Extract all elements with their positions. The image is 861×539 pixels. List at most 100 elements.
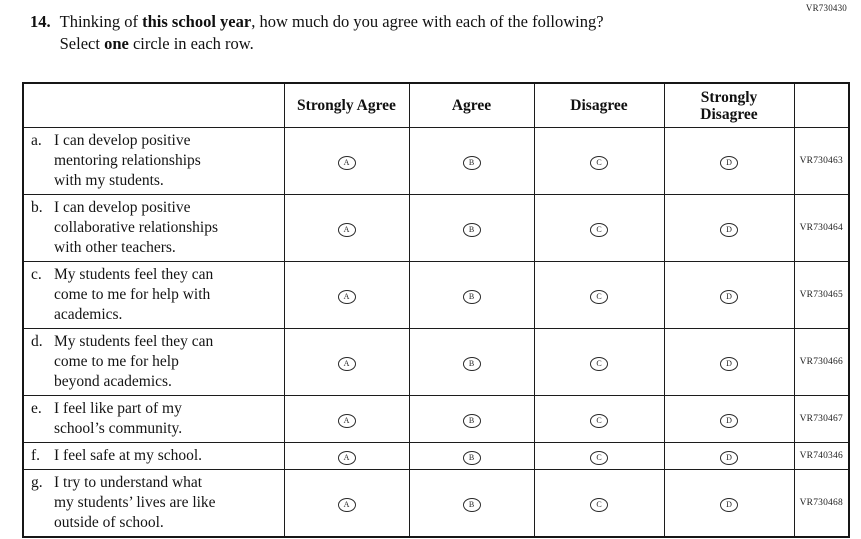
option-bubble-strongly-agree[interactable]: A: [337, 357, 356, 371]
header-row: Strongly Agree Agree Disagree Strongly D…: [22, 82, 850, 128]
header-strongly-disagree: Strongly Disagree: [663, 82, 795, 128]
option-cell-strongly-agree: A: [283, 328, 410, 396]
stem-text: Thinking of: [59, 12, 143, 31]
option-cell-agree: B: [408, 127, 535, 195]
header-strongly-agree: Strongly Agree: [283, 82, 410, 128]
stem-line-2: Select one circle in each row.: [60, 33, 604, 55]
option-bubble-agree[interactable]: B: [462, 451, 481, 465]
row-letter: g.: [31, 474, 43, 491]
matrix-body: a. I can develop positive mentoring relat…: [22, 127, 850, 538]
option-bubble-agree[interactable]: B: [462, 414, 481, 428]
stem-text-bold: this school year: [142, 12, 252, 31]
option-cell-strongly-disagree: D: [663, 328, 795, 396]
header-disagree: Disagree: [533, 82, 665, 128]
option-bubble-strongly-agree[interactable]: A: [337, 414, 356, 428]
option-bubble-disagree[interactable]: C: [590, 414, 608, 428]
option-bubble-strongly-agree[interactable]: A: [337, 156, 356, 170]
row-letter: e.: [31, 400, 42, 417]
option-cell-agree: B: [408, 328, 535, 396]
option-cell-disagree: C: [533, 194, 665, 262]
table-row: g. I try to understand what my students’ …: [22, 469, 850, 538]
option-cell-agree: B: [408, 261, 535, 329]
option-bubble-disagree[interactable]: C: [590, 498, 608, 512]
question-stem: Thinking of this school year, how much d…: [60, 11, 604, 54]
option-bubble-strongly-disagree[interactable]: D: [720, 414, 738, 428]
option-cell-strongly-disagree: D: [663, 442, 795, 470]
header-agree: Agree: [408, 82, 535, 128]
option-cell-disagree: C: [533, 261, 665, 329]
option-bubble-disagree[interactable]: C: [590, 156, 608, 170]
option-bubble-strongly-agree[interactable]: A: [337, 223, 356, 237]
row-letter: a.: [31, 132, 42, 149]
statement-cell: a. I can develop positive mentoring relat…: [22, 127, 285, 195]
option-cell-agree: B: [408, 442, 535, 470]
agreement-matrix: Strongly Agree Agree Disagree Strongly D…: [22, 82, 850, 538]
table-row: d. My students feel they can come to me f…: [22, 328, 850, 396]
row-code: VR730465: [793, 261, 850, 329]
option-bubble-disagree[interactable]: C: [590, 451, 608, 465]
row-code: VR730463: [793, 127, 850, 195]
option-bubble-disagree[interactable]: C: [590, 290, 608, 304]
option-cell-disagree: C: [533, 328, 665, 396]
row-code: VR740346: [793, 442, 850, 470]
row-letter: b.: [31, 199, 43, 216]
table-row: e. I feel like part of my school’s commun…: [22, 395, 850, 443]
statement-cell: e. I feel like part of my school’s commun…: [22, 395, 285, 443]
stem-text: , how much do you agree with each of the…: [251, 12, 604, 31]
option-cell-disagree: C: [533, 442, 665, 470]
option-cell-agree: B: [408, 469, 535, 538]
row-code: VR730464: [793, 194, 850, 262]
row-letter: d.: [31, 333, 43, 350]
option-cell-strongly-agree: A: [283, 127, 410, 195]
statement-cell: g. I try to understand what my students’ …: [22, 469, 285, 538]
question-number: 14.: [30, 12, 51, 31]
statement-cell: c. My students feel they can come to me f…: [22, 261, 285, 329]
option-bubble-disagree[interactable]: C: [590, 357, 608, 371]
table-row: f. I feel safe at my school. A B C D VR740346: [22, 442, 850, 470]
option-bubble-strongly-disagree[interactable]: D: [720, 451, 738, 465]
statement-text: I can develop positive mentoring relatio…: [54, 132, 201, 189]
option-bubble-agree[interactable]: B: [462, 223, 481, 237]
statement-cell: f. I feel safe at my school.: [22, 442, 285, 470]
option-cell-strongly-disagree: D: [663, 395, 795, 443]
statement-cell: b. I can develop positive collaborative r…: [22, 194, 285, 262]
option-cell-disagree: C: [533, 395, 665, 443]
option-cell-strongly-disagree: D: [663, 261, 795, 329]
stem-line-1: Thinking of this school year, how much d…: [60, 11, 604, 33]
row-letter: f.: [31, 447, 41, 464]
header-code-blank: [793, 82, 850, 128]
row-code: VR730468: [793, 469, 850, 538]
row-code: VR730467: [793, 395, 850, 443]
option-cell-strongly-agree: A: [283, 194, 410, 262]
option-cell-strongly-disagree: D: [663, 469, 795, 538]
option-cell-agree: B: [408, 395, 535, 443]
statement-text: I feel like part of my school’s communit…: [54, 400, 183, 437]
option-bubble-strongly-disagree[interactable]: D: [720, 357, 738, 371]
option-bubble-strongly-disagree[interactable]: D: [720, 290, 738, 304]
row-letter: c.: [31, 266, 42, 283]
option-bubble-strongly-disagree[interactable]: D: [720, 498, 738, 512]
row-code: VR730466: [793, 328, 850, 396]
statement-text: My students feel they can come to me for…: [54, 333, 214, 390]
question-14: 14. Thinking of this school year, how mu…: [30, 11, 604, 54]
statement-text: My students feel they can come to me for…: [54, 266, 214, 323]
option-bubble-disagree[interactable]: C: [590, 223, 608, 237]
option-bubble-agree[interactable]: B: [462, 290, 481, 304]
option-cell-strongly-agree: A: [283, 261, 410, 329]
option-cell-strongly-agree: A: [283, 442, 410, 470]
option-bubble-strongly-disagree[interactable]: D: [720, 156, 738, 170]
option-bubble-agree[interactable]: B: [462, 357, 481, 371]
option-bubble-strongly-agree[interactable]: A: [337, 498, 356, 512]
header-blank: [22, 82, 285, 128]
instruction-text-bold: one: [104, 33, 129, 53]
option-bubble-agree[interactable]: B: [462, 156, 481, 170]
option-bubble-strongly-agree[interactable]: A: [337, 290, 356, 304]
statement-text: I can develop positive collaborative rel…: [54, 199, 218, 256]
statement-text: I feel safe at my school.: [54, 447, 203, 464]
option-bubble-strongly-disagree[interactable]: D: [720, 223, 738, 237]
instruction-text: Select: [59, 33, 105, 53]
option-bubble-agree[interactable]: B: [462, 498, 481, 512]
option-bubble-strongly-agree[interactable]: A: [337, 451, 356, 465]
statement-text: I try to understand what my students’ li…: [54, 474, 216, 531]
